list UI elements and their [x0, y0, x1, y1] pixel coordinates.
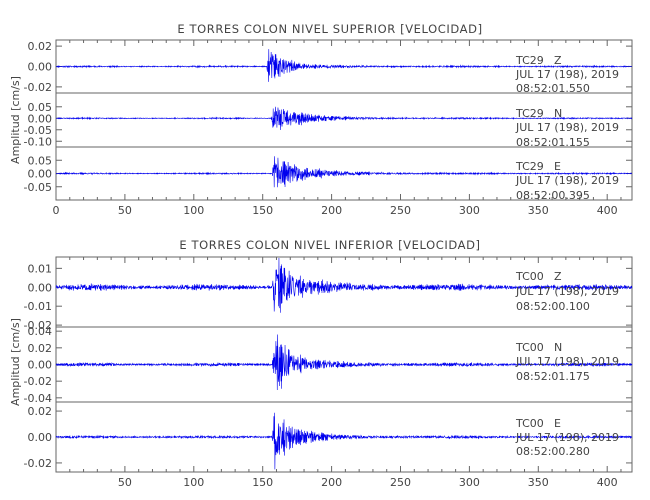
trace-tc00-n-component: N	[554, 341, 562, 354]
trace-tc00-e-time: 08:52:00.280	[516, 445, 590, 458]
panel-superior-plot: 0 50 100 150 200 250 300 350 400 -0.02 0.00 0.02 -0.…	[24, 39, 633, 217]
waveform-tc00-e	[55, 412, 633, 470]
y-tick-label: 0.04	[28, 325, 53, 338]
trace-tc29-z-date: JUL 17 (198), 2019	[515, 68, 619, 81]
trace-tc00-z-component: Z	[554, 270, 562, 283]
y-tick-label: 0.00	[28, 168, 53, 181]
trace-tc29-z-component: Z	[554, 54, 562, 67]
x-tick-label: 150	[252, 476, 273, 489]
x-tick-label: 350	[528, 476, 549, 489]
trace-tc00-n-station: TC00	[515, 341, 544, 354]
x-tick-label: 300	[459, 204, 480, 217]
y-tick-label: 0.00	[28, 281, 53, 294]
trace-tc00-z-time: 08:52:00.100	[516, 300, 590, 313]
trace-tc29-e-station: TC29	[515, 160, 544, 173]
y-tick-label: 0.02	[28, 40, 53, 53]
trace-tc29-e-component: E	[554, 160, 561, 173]
trace-tc29-n-station: TC29	[515, 107, 544, 120]
y-tick-label: 0.02	[28, 405, 53, 418]
trace-tc29-e-time: 08:52:00.395	[516, 189, 590, 202]
y-tick-label: 0.00	[28, 112, 53, 125]
y-tick-label: -0.02	[24, 319, 52, 332]
panel-inferior-plot: 50 100 150 200 250 300 350 400 -0.02 -0.01 0.00 0.0…	[24, 256, 633, 489]
waveform-tc00-n	[55, 334, 633, 391]
x-tick-label: 200	[321, 476, 342, 489]
panel-inferior: E TORRES COLON NIVEL INFERIOR [VELOCIDAD…	[9, 238, 633, 489]
panel-superior: E TORRES COLON NIVEL SUPERIOR [VELOCIDAD…	[9, 22, 633, 217]
x-tick-label: 100	[183, 204, 204, 217]
y-tick-label: -0.05	[24, 181, 52, 194]
trace-tc29-z-time: 08:52:01.550	[516, 82, 590, 95]
y-tick-label: -0.04	[24, 392, 52, 405]
x-tick-label: 400	[597, 476, 618, 489]
waveform-tc29-n	[55, 106, 633, 131]
x-tick-label: 50	[118, 204, 132, 217]
trace-tc29-z-station: TC29	[515, 54, 544, 67]
y-tick-label: 0.05	[28, 101, 53, 114]
y-tick-label: -0.10	[24, 135, 52, 148]
waveform-tc00-z	[55, 258, 633, 313]
trace-tc29-n-component: N	[554, 107, 562, 120]
trace-tc29-e-date: JUL 17 (198), 2019	[515, 174, 619, 187]
trace-tc29-n-time: 08:52:01.155	[516, 136, 590, 149]
panel-inferior-title: E TORRES COLON NIVEL INFERIOR [VELOCIDAD…	[179, 238, 480, 252]
y-tick-label: -0.02	[24, 457, 52, 470]
x-tick-label: 300	[459, 476, 480, 489]
trace-tc00-n-time: 08:52:01.175	[516, 370, 590, 383]
x-tick-label: 250	[390, 476, 411, 489]
plot-frame	[55, 39, 633, 201]
x-tick-label: 350	[528, 204, 549, 217]
y-tick-label: -0.01	[24, 300, 52, 313]
panel-superior-title: E TORRES COLON NIVEL SUPERIOR [VELOCIDAD…	[177, 22, 482, 36]
waveform-tc29-e	[55, 156, 633, 188]
x-tick-label: 150	[252, 204, 273, 217]
x-tick-label: 250	[390, 204, 411, 217]
y-tick-label: 0.00	[28, 431, 53, 444]
y-tick-label: -0.05	[24, 124, 52, 137]
y-tick-label: 0.01	[28, 262, 53, 275]
trace-tc00-z-date: JUL 17 (198), 2019	[515, 285, 619, 298]
x-tick-label: 0	[53, 204, 60, 217]
trace-tc00-e-date: JUL 17 (198), 2019	[515, 431, 619, 444]
trace-tc00-z-station: TC00	[515, 270, 544, 283]
x-tick-label: 400	[597, 204, 618, 217]
trace-tc00-n-date: JUL 17 (198), 2019	[515, 355, 619, 368]
trace-tc29-n-date: JUL 17 (198), 2019	[515, 121, 619, 134]
y-tick-label: 0.05	[28, 154, 53, 167]
y-tick-label: -0.02	[24, 81, 52, 94]
panel-superior-ylabel: Amplitud [cm/s]	[9, 76, 22, 164]
panel-inferior-ylabel: Amplitud [cm/s]	[9, 318, 22, 406]
y-tick-label: 0.00	[28, 61, 53, 74]
waveform-tc29-z	[55, 49, 633, 82]
y-tick-label: 0.02	[28, 342, 53, 355]
x-tick-label: 100	[183, 476, 204, 489]
trace-tc00-e-station: TC00	[515, 417, 544, 430]
y-tick-label: 0.00	[28, 359, 53, 372]
y-tick-label: -0.02	[24, 375, 52, 388]
x-tick-label: 200	[321, 204, 342, 217]
x-tick-label: 50	[118, 476, 132, 489]
trace-tc00-e-component: E	[554, 417, 561, 430]
